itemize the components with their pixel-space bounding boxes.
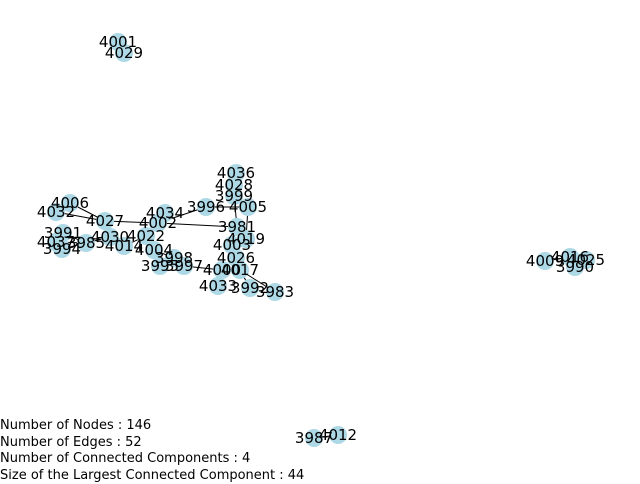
node-label-3983: 3983 [256,283,294,301]
stat-node-count: Number of Nodes : 146 [0,418,304,435]
node-label-4005: 4005 [229,198,267,216]
node-label-3996: 3996 [187,198,225,216]
node-label-4012: 4012 [319,426,357,444]
graph-statistics: Number of Nodes : 146 Number of Edges : … [0,418,304,484]
node-label-3990: 3990 [556,258,594,276]
node-label-3994: 3994 [43,240,81,258]
stat-edge-count: Number of Edges : 52 [0,435,304,452]
stat-largest-component: Size of the Largest Connected Component … [0,468,304,484]
node-label-3997: 3997 [165,257,203,275]
node-label-4032: 4032 [37,203,75,221]
node-label-4029: 4029 [105,44,143,62]
stat-component-count: Number of Connected Components : 4 [0,451,304,468]
